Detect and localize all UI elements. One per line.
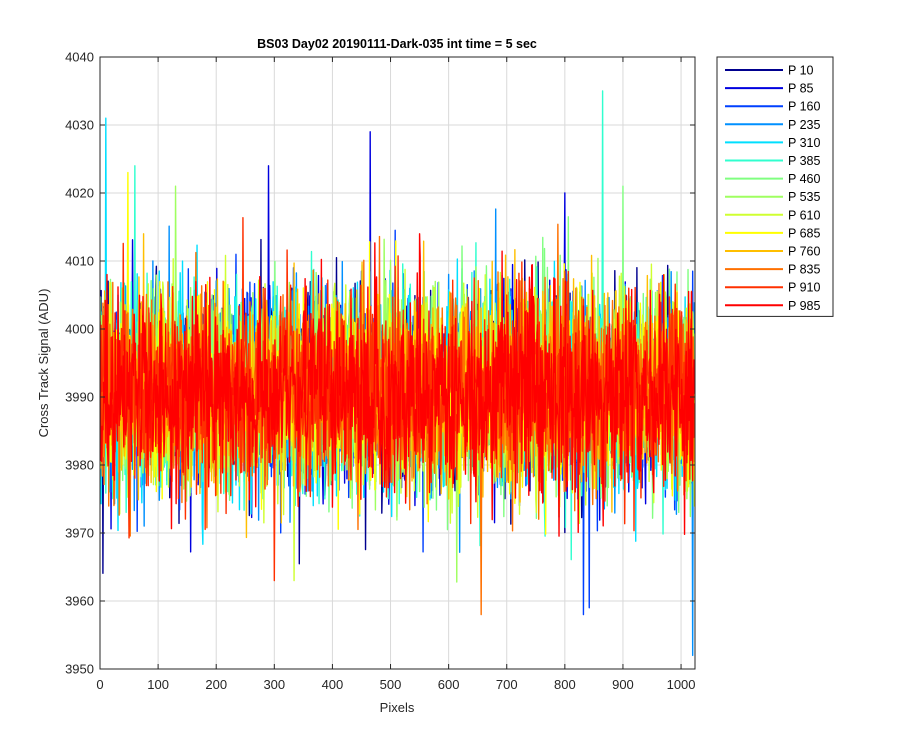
series-line-p-985	[100, 233, 695, 537]
x-tick-label: 400	[322, 677, 344, 692]
legend-label: P 385	[788, 154, 820, 168]
tick-labels: 0 100 200 300 400 500 600 700 800 900 1000 3950 3960…	[65, 50, 695, 693]
legend-label: P 835	[788, 263, 820, 277]
x-axis-label: Pixels	[380, 700, 415, 715]
legend-label: P 235	[788, 118, 820, 132]
x-tick-label: 800	[554, 677, 576, 692]
y-tick-label: 3990	[65, 390, 94, 405]
y-tick-label: 3950	[65, 662, 94, 677]
legend-label: P 610	[788, 208, 820, 222]
plot-frame	[99, 56, 696, 670]
y-axis-label: Cross Track Signal (ADU)	[36, 289, 51, 438]
y-tick-label: 4010	[65, 254, 94, 269]
legend-label: P 310	[788, 136, 820, 150]
legend-label: P 910	[788, 281, 820, 295]
chart-title: BS03 Day02 20190111-Dark-035 int time = …	[257, 37, 537, 51]
legend-label: P 85	[788, 82, 814, 96]
y-tick-label: 4000	[65, 322, 94, 337]
legend-box	[716, 56, 834, 317]
legend-label: P 985	[788, 299, 820, 313]
x-tick-label: 0	[96, 677, 103, 692]
x-tick-label: 100	[147, 677, 169, 692]
legend-label: P 10	[788, 64, 814, 78]
y-tick-label: 4030	[65, 118, 94, 133]
legend-label: P 760	[788, 245, 820, 259]
x-tick-label: 900	[612, 677, 634, 692]
legend-label: P 535	[788, 190, 820, 204]
y-tick-label: 4040	[65, 50, 94, 65]
x-tick-label: 600	[438, 677, 460, 692]
x-tick-label: 1000	[667, 677, 696, 692]
x-tick-label: 700	[496, 677, 518, 692]
series-lines	[100, 90, 695, 657]
x-tick-label: 500	[380, 677, 402, 692]
x-tick-label: 300	[263, 677, 285, 692]
legend-label: P 160	[788, 100, 820, 114]
legend: P 10 P 85 P 160 P 235 P 310 P 385 P 460 P 535 P …	[716, 56, 834, 317]
x-tick-label: 200	[205, 677, 227, 692]
legend-label: P 685	[788, 226, 820, 240]
y-tick-label: 4020	[65, 186, 94, 201]
y-tick-label: 3980	[65, 458, 94, 473]
axis-ticks	[99, 56, 695, 670]
y-tick-label: 3960	[65, 594, 94, 609]
y-tick-label: 3970	[65, 526, 94, 541]
legend-label: P 460	[788, 172, 820, 186]
